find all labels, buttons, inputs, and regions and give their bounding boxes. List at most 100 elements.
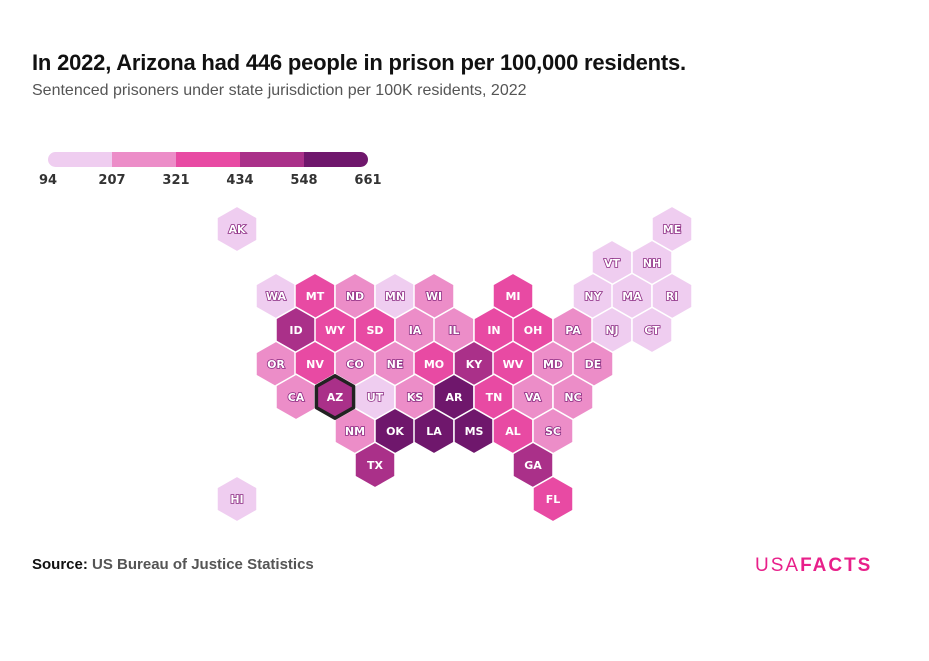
source-label: Source: [32,556,88,573]
hex-shape [216,475,258,523]
state-label: DE [585,358,602,371]
state-label: NV [306,358,324,371]
state-label: WV [503,358,524,371]
hex-tiles: AK ME VT NH WA MT ND MN WI MI NY MA RI ID WY SD IA IL IN OH… [216,205,693,523]
legend-tick-label: 94 [39,173,57,188]
state-label: CA [288,391,305,404]
state-hex-oh[interactable]: OH [512,306,554,354]
state-hex-nc[interactable]: NC [552,373,594,421]
state-hex-ga[interactable]: GA [512,441,554,489]
state-hex-ne[interactable]: NE [374,340,416,388]
state-hex-pa[interactable]: PA [552,306,594,354]
state-hex-ri[interactable]: RI [651,272,693,320]
state-label: CO [346,358,363,371]
state-hex-ms[interactable]: MS [453,407,495,455]
legend-tick-label: 207 [98,173,125,188]
state-label: VA [525,391,542,404]
state-label: TX [367,459,384,472]
legend-swatch [48,152,113,167]
state-label: AZ [327,391,344,404]
state-hex-vt[interactable]: VT [591,239,633,287]
legend: 94 207 321 434 548 661 [39,152,382,188]
hex-shape [216,205,258,253]
state-label: NC [564,391,581,404]
state-label: OK [386,425,404,438]
source-text: US Bureau of Justice Statistics [92,556,314,573]
state-hex-ny[interactable]: NY [572,272,614,320]
state-label: HI [230,493,243,506]
state-hex-mi[interactable]: MI [492,272,534,320]
legend-swatch [176,152,241,167]
state-label: MO [424,358,444,371]
state-label: NJ [605,324,618,337]
state-label: MS [465,425,484,438]
state-label: SD [366,324,383,337]
state-hex-al[interactable]: AL [492,407,534,455]
state-hex-mt[interactable]: MT [294,272,336,320]
state-hex-sc[interactable]: SC [532,407,574,455]
state-label: NY [584,290,602,303]
hex-shape [354,441,396,489]
state-hex-hi[interactable]: HI [216,475,258,523]
state-label: KS [407,391,424,404]
legend-tick-label: 548 [290,173,317,188]
state-label: MN [385,290,405,303]
highlight-outline [314,374,356,420]
state-label: RI [666,290,679,303]
state-label: ND [346,290,364,303]
legend-swatch [112,152,177,167]
state-label: IL [448,324,459,337]
state-label: NE [387,358,404,371]
state-label: VT [604,257,621,270]
state-label: OR [267,358,285,371]
state-label: PA [565,324,581,337]
state-label: ME [663,223,681,236]
state-label: IA [409,324,422,337]
state-label: AL [505,425,521,438]
state-label: ID [289,324,302,337]
legend-tick-label: 661 [354,173,381,188]
state-label: TN [486,391,503,404]
state-label: WY [325,324,346,337]
chart-subtitle: Sentenced prisoners under state jurisdic… [32,82,527,99]
state-hex-mo[interactable]: MO [413,340,455,388]
state-label: IN [487,324,500,337]
state-label: MT [306,290,325,303]
state-label: NM [345,425,365,438]
state-label: KY [466,358,484,371]
state-hex-ct[interactable]: CT [631,306,673,354]
hex-shape [532,475,574,523]
state-label: MI [505,290,520,303]
state-label: CT [644,324,660,337]
state-label: FL [546,493,561,506]
state-hex-wi[interactable]: WI [413,272,455,320]
state-hex-fl[interactable]: FL [532,475,574,523]
state-label: LA [426,425,442,438]
state-label: OH [524,324,543,337]
state-hex-nd[interactable]: ND [334,272,376,320]
state-hex-ak[interactable]: AK [216,205,258,253]
logo-usa: USA [755,555,801,576]
hex-shape [631,306,673,354]
state-hex-co[interactable]: CO [334,340,376,388]
legend-tick-label: 434 [226,173,253,188]
state-hex-nh[interactable]: NH [631,239,673,287]
state-hex-or[interactable]: OR [255,340,297,388]
state-hex-id[interactable]: ID [275,306,317,354]
state-label: AR [446,391,464,404]
chart-title: In 2022, Arizona had 446 people in priso… [32,50,686,75]
state-hex-wv[interactable]: WV [492,340,534,388]
state-label: GA [524,459,542,472]
state-label: UT [367,391,384,404]
state-label: SC [545,425,561,438]
state-label: AK [228,223,246,236]
legend-swatch [240,152,305,167]
usafacts-logo[interactable]: USAFACTS [755,555,872,577]
state-hex-tn[interactable]: TN [473,373,515,421]
state-hex-me[interactable]: ME [651,205,693,253]
state-hex-tx[interactable]: TX [354,441,396,489]
state-label: WA [266,290,287,303]
state-label: MD [543,358,563,371]
state-hex-wa[interactable]: WA [255,272,297,320]
